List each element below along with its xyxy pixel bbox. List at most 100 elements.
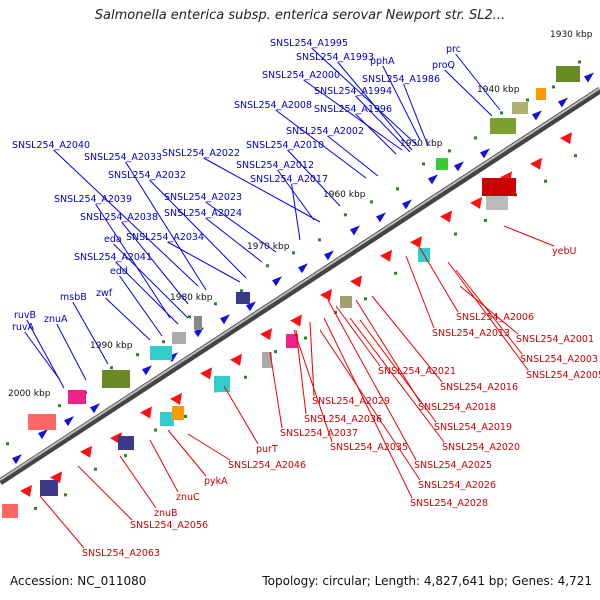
gene-tick xyxy=(34,506,37,510)
gene-label: znuB xyxy=(154,508,178,519)
gene-tick xyxy=(110,366,113,370)
gene-label: znuC xyxy=(176,492,200,503)
reverse-gene-arrow xyxy=(470,196,482,209)
feature-box xyxy=(194,316,202,330)
leader-line xyxy=(405,255,435,329)
gene-tick xyxy=(94,467,97,471)
reverse-gene-arrow xyxy=(350,275,362,288)
gene-label: zwf xyxy=(96,288,113,299)
forward-leader-lines xyxy=(24,47,501,389)
gene-tick xyxy=(334,310,337,314)
gene-label: SNSL254_A2022 xyxy=(162,148,240,159)
gene-label: SNSL254_A2026 xyxy=(418,480,496,491)
gene-tick xyxy=(448,149,451,153)
leader-line xyxy=(72,301,109,365)
leader-line xyxy=(167,429,207,477)
forward-gene-arrow xyxy=(220,314,230,325)
gene-label: SNSL254_A2020 xyxy=(442,442,520,453)
feature-box xyxy=(172,406,184,420)
leader-line xyxy=(115,261,179,325)
feature-box xyxy=(482,178,516,196)
tick-label: 1950 kbp xyxy=(400,139,443,149)
feature-box xyxy=(40,480,58,496)
leader-line xyxy=(337,61,413,151)
forward-gene-arrow xyxy=(246,301,256,312)
gene-label: SNSL254_A2034 xyxy=(126,232,204,243)
leader-line xyxy=(327,135,379,177)
gene-label: pphA xyxy=(370,56,395,67)
gene-label: SNSL254_A2001 xyxy=(516,334,594,345)
gene-label: SNSL254_A1993 xyxy=(296,52,374,63)
feature-box xyxy=(160,412,174,426)
leader-line xyxy=(269,351,283,429)
feature-box xyxy=(512,102,528,114)
gene-tick xyxy=(274,350,277,354)
reverse-gene-arrow xyxy=(320,288,332,301)
leader-line xyxy=(355,299,421,403)
feature-box xyxy=(28,414,56,430)
gene-tick xyxy=(214,302,217,306)
gene-tick xyxy=(244,375,247,379)
gene-tick xyxy=(574,154,577,158)
gene-label: SNSL254_A2000 xyxy=(262,70,340,81)
gene-tick xyxy=(304,336,307,340)
gene-label: proQ xyxy=(432,60,455,71)
leader-line xyxy=(149,179,247,279)
gene-label: SNSL254_A2012 xyxy=(236,160,314,171)
leader-line xyxy=(444,69,493,117)
gene-label: pykA xyxy=(204,476,228,487)
gene-label: SNSL254_A2003 xyxy=(520,354,598,365)
leader-line xyxy=(419,247,459,313)
gene-tick xyxy=(64,493,67,497)
feature-boxes xyxy=(2,66,580,518)
leader-line xyxy=(293,329,333,443)
gene-tick xyxy=(364,297,367,301)
reverse-gene-arrow xyxy=(230,353,242,366)
gene-tick xyxy=(578,60,581,64)
gene-label: SNSL254_A2032 xyxy=(108,170,186,181)
forward-gene-arrow xyxy=(454,161,464,172)
leader-line xyxy=(459,285,519,335)
gene-label: SNSL254_A2013 xyxy=(432,328,510,339)
leader-line xyxy=(455,269,523,355)
genome-backbone xyxy=(0,87,600,485)
gene-tick xyxy=(6,442,9,446)
leader-line xyxy=(125,161,207,291)
leader-line xyxy=(403,83,429,147)
gene-label: SNSL254_A2006 xyxy=(456,312,534,323)
gene-tick xyxy=(484,218,487,222)
forward-gene-arrow xyxy=(402,199,412,210)
gene-label: SNSL254_A2035 xyxy=(330,442,408,453)
gene-tick xyxy=(500,111,503,115)
gene-label: SNSL254_A2017 xyxy=(250,174,328,185)
gene-label: prc xyxy=(446,44,461,55)
gene-tick xyxy=(454,232,457,236)
feature-box xyxy=(490,118,516,134)
leader-line xyxy=(349,317,445,443)
reverse-leader-lines xyxy=(39,225,555,549)
leader-line xyxy=(311,47,419,147)
feature-box xyxy=(556,66,580,82)
leader-line xyxy=(287,149,341,207)
gene-tick xyxy=(154,428,157,432)
gene-tick xyxy=(370,200,373,204)
forward-gene-arrow xyxy=(350,225,360,236)
gene-label: SNSL254_A2029 xyxy=(312,396,390,407)
gene-tick xyxy=(184,414,187,418)
gene-label: SNSL254_A2010 xyxy=(246,140,324,151)
gene-tick xyxy=(188,315,191,319)
leader-line xyxy=(275,109,367,179)
gene-label: SNSL254_A2040 xyxy=(12,140,90,151)
leader-line xyxy=(105,297,151,341)
gene-label: SNSL254_A1986 xyxy=(362,74,440,85)
reverse-gene-arrow xyxy=(380,249,392,262)
reverse-gene-arrow xyxy=(50,471,62,484)
map-title: Salmonella enterica subsp. enterica sero… xyxy=(94,8,506,23)
forward-gene-arrow xyxy=(532,110,542,121)
gene-label: ruvB xyxy=(14,310,36,321)
forward-gene-arrow xyxy=(272,276,282,287)
feature-box xyxy=(262,352,272,368)
gene-label: SNSL254_A2036 xyxy=(304,414,382,425)
gene-tick xyxy=(422,162,425,166)
